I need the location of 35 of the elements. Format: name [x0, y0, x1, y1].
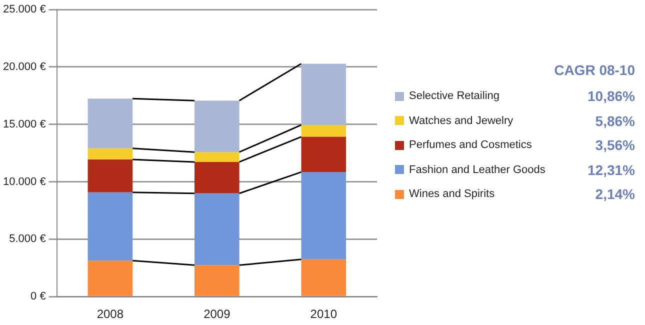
- legend-label: Wines and Spirits: [409, 188, 496, 200]
- bar: [194, 162, 240, 194]
- y-tick-label: 5.000 €: [9, 233, 46, 246]
- text: 5,86%: [595, 112, 635, 129]
- text: 3,56%: [595, 137, 635, 154]
- y-tick-label: 20.000 €: [2, 61, 46, 74]
- bar: [88, 160, 133, 192]
- legend-label: Watches and Jewelry: [409, 114, 514, 127]
- x-tick-label: 2010: [310, 307, 338, 322]
- y-tick-label: 25.000 €: [2, 4, 46, 16]
- bar: [194, 265, 240, 296]
- bar: [301, 136, 346, 172]
- y-tick-label: 10.000 €: [2, 176, 46, 188]
- bar: [194, 100, 240, 152]
- bar: [88, 148, 133, 160]
- bar: [301, 259, 346, 296]
- y-tick-label: 0 €: [30, 290, 46, 303]
- y-tick-label: 15.000 €: [2, 118, 46, 130]
- x-tick-label: 2008: [96, 307, 124, 322]
- bar: [301, 124, 346, 137]
- text: 12,31%: [588, 162, 635, 178]
- bar: [194, 193, 240, 266]
- bar: [301, 64, 346, 125]
- bar: [194, 152, 240, 162]
- bar: [88, 192, 133, 261]
- x-tick-label: 2009: [204, 307, 231, 322]
- text: 10,86%: [588, 88, 635, 104]
- legend-title: CAGR 08-10: [553, 62, 635, 78]
- legend-label: Perfumes and Cosmetics: [409, 139, 533, 152]
- bar: [88, 98, 133, 148]
- legend-label: Fashion and Leather Goods: [409, 164, 546, 176]
- bar: [88, 260, 133, 296]
- legend-label: Selective Retailing: [409, 90, 500, 102]
- bar: [301, 172, 346, 260]
- text: 2,14%: [595, 186, 635, 202]
